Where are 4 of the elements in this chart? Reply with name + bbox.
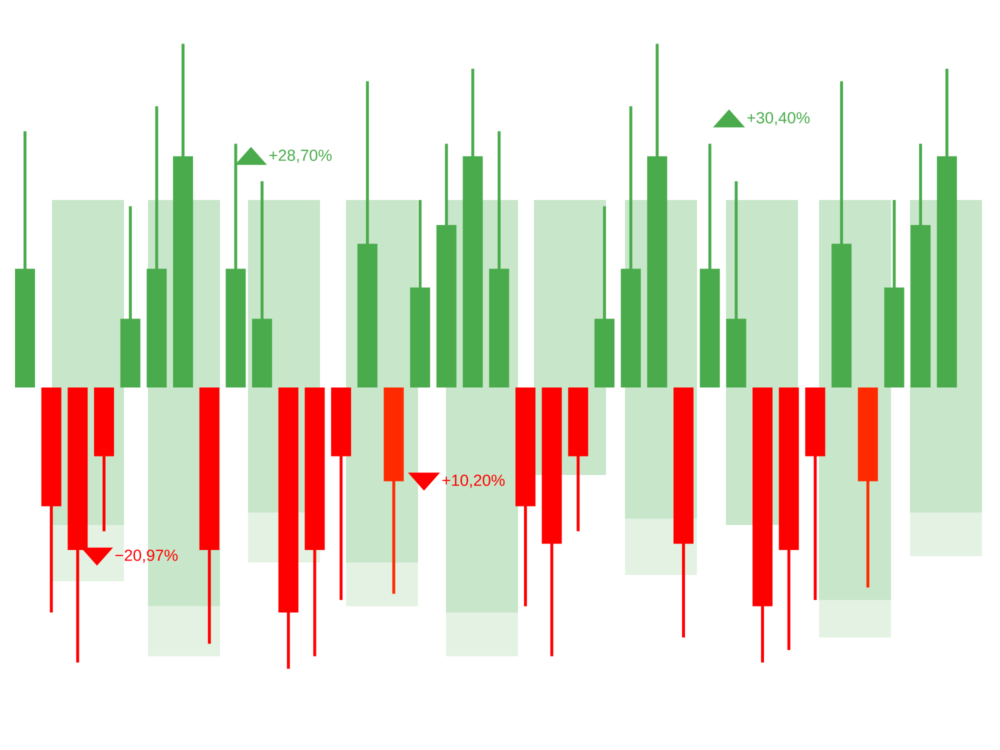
annotation: −20,97%: [115, 550, 178, 563]
annotation: +30,40%: [747, 112, 810, 126]
annotation: +28,70%: [269, 150, 332, 163]
annotation: +10,20%: [442, 474, 505, 488]
